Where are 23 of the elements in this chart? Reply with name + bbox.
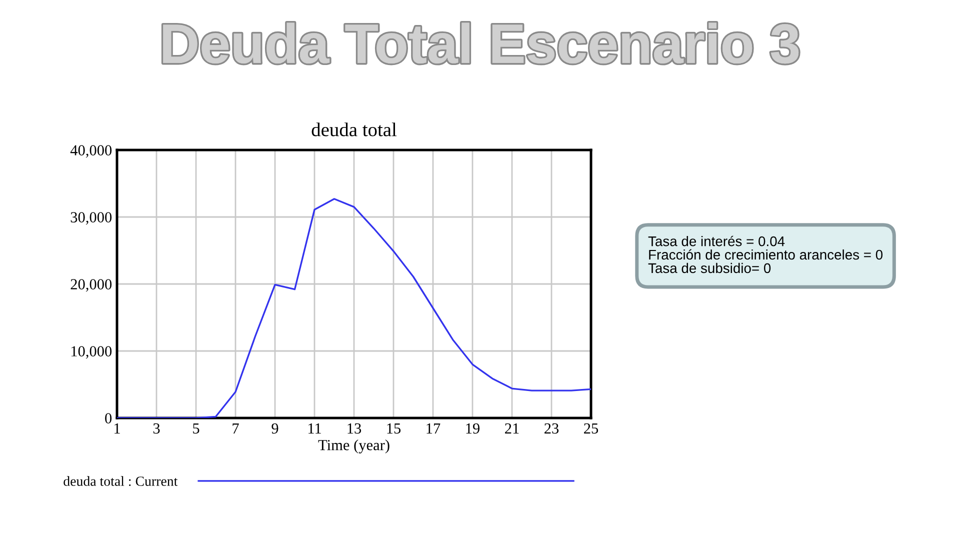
x-tick-label: 15 <box>387 423 401 434</box>
y-tick-label: 20,000 <box>70 279 112 292</box>
x-tick-label: 1 <box>114 423 120 434</box>
x-tick-label: 11 <box>308 423 321 434</box>
chart-title: Deuda Total Escenario 3 <box>163 22 799 64</box>
x-tick-label: 7 <box>232 423 239 434</box>
x-tick-label: 21 <box>505 423 519 434</box>
y-tick-label: 30,000 <box>70 212 112 225</box>
x-tick-label: 23 <box>544 423 559 434</box>
y-tick-label: 10,000 <box>71 346 112 359</box>
y-tick-label: 0 <box>105 413 112 424</box>
x-tick-label: 5 <box>193 423 200 434</box>
x-tick-label: 17 <box>426 423 440 434</box>
x-tick-label: 13 <box>348 423 362 434</box>
x-tick-label: 19 <box>466 423 480 434</box>
x-tick-label: 9 <box>272 423 278 434</box>
text: deuda total : Current <box>64 476 178 486</box>
x-axis-title: Time (year) <box>318 439 390 454</box>
y-tick-label: 40,000 <box>70 145 112 158</box>
x-tick-label: 3 <box>153 423 160 434</box>
text: Tasa de interés = 0.04 Fracción de crecimiento aranceles = 0 Tasa de subsidio= 0 <box>648 236 883 274</box>
chart-subtitle: deuda total <box>312 122 397 136</box>
x-tick-label: 25 <box>584 423 598 434</box>
